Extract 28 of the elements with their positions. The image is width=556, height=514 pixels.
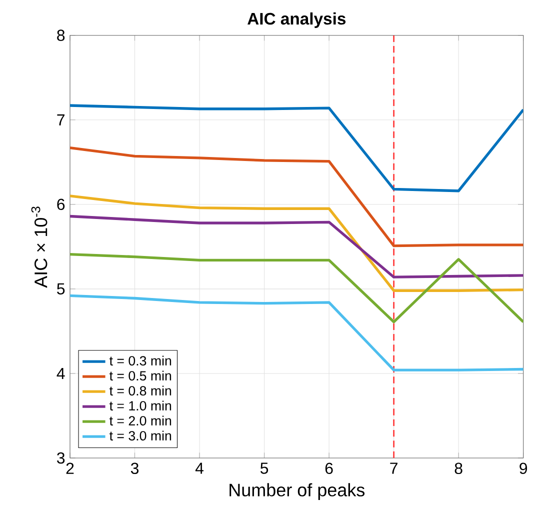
legend-label: t = 0.3 min [110,356,172,366]
line-series [70,214,524,278]
x-tick-label: 3 [130,462,139,474]
x-tick-label: 4 [195,462,204,474]
x-tick-label: 2 [66,462,74,474]
y-tick-label: 3 [57,452,65,464]
y-axis-title: AIC × 10$^{-3}$ [31,206,48,288]
x-tick-label: 9 [520,462,528,474]
y-tick-label: 7 [57,114,64,126]
y-tick-label: 6 [57,198,65,210]
line-series [70,104,524,192]
legend-label: t = 2.0 min [110,416,172,426]
x-tick-label: 5 [260,462,268,474]
line-series [70,294,524,372]
x-tick-label: 8 [454,462,462,474]
legend-label: t = 0.8 min [110,386,172,396]
x-tick-label: 6 [325,462,333,474]
y-tick-label: 5 [57,283,65,295]
legend-label: t = 0.5 min [110,370,172,381]
legend-label: t = 3.0 min [110,430,172,441]
line-series [70,146,524,248]
chart-title: AIC analysis [248,12,346,28]
x-tick-label: 7 [390,462,398,474]
legend-label: t = 1.0 min [110,400,172,411]
y-tick-label: 8 [57,30,65,41]
y-tick-label: 4 [56,368,65,379]
line-series [70,194,524,292]
x-axis-title: Number of peaks [230,483,365,500]
